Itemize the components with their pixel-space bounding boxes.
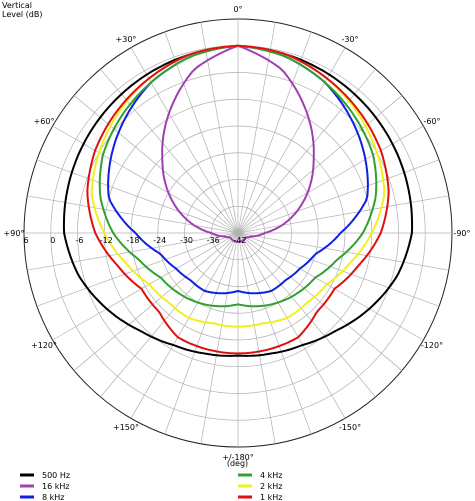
grid-spoke xyxy=(100,232,239,398)
angle-tick-label: -30° xyxy=(341,35,358,44)
radial-axis-label: Level (dB) xyxy=(2,10,42,19)
legend: 500 Hz 4 kHz 16 kHz 2 kHz 8 kHz 1 kHz xyxy=(20,471,282,501)
axis-title: Vertical xyxy=(2,1,32,10)
grid-spoke xyxy=(36,159,239,234)
grid-spoke xyxy=(237,232,424,341)
grid-spoke xyxy=(237,232,440,307)
grid-spoke xyxy=(200,232,239,444)
angle-tick-label: +150° xyxy=(113,423,139,432)
radial-tick-label: 0 xyxy=(50,236,55,245)
grid-spoke xyxy=(52,232,239,341)
angle-tick-label: +30° xyxy=(116,35,137,44)
angle-tick-label: +/-180° xyxy=(222,453,254,462)
radial-tick-label: -6 xyxy=(76,236,84,245)
legend-label: 16 kHz xyxy=(42,482,70,491)
grid-spoke xyxy=(237,232,403,371)
series-line xyxy=(86,44,390,355)
grid-spoke xyxy=(73,232,239,371)
grid-spoke xyxy=(237,31,312,234)
grid-spoke xyxy=(27,232,239,271)
legend-label: 500 Hz xyxy=(42,471,70,480)
series-line xyxy=(90,44,386,328)
angle-tick-label: -60° xyxy=(423,117,440,126)
angle-unit-label: (deg) xyxy=(227,459,248,468)
grid-spoke xyxy=(237,159,440,234)
radial-tick-label: -24 xyxy=(153,236,166,245)
angle-tick-label: 0° xyxy=(233,5,242,14)
grid-spoke xyxy=(237,68,376,234)
grid-spoke xyxy=(237,232,276,444)
grid-spoke xyxy=(237,232,376,398)
grid-spoke xyxy=(237,232,312,435)
axis-labels: Vertical Level (dB) (deg) 0° -30° -60° -90°… xyxy=(2,1,471,468)
grid-spoke xyxy=(237,195,449,234)
legend-label: 1 kHz xyxy=(260,493,282,501)
angle-tick-label: +120° xyxy=(31,341,57,350)
grid-spoke xyxy=(73,95,239,234)
radial-tick-label: -18 xyxy=(126,236,139,245)
grid-spoke xyxy=(130,232,239,419)
grid-spoke xyxy=(237,232,346,419)
grid-spoke xyxy=(237,22,276,234)
angle-tick-label: +60° xyxy=(34,117,55,126)
angle-tick-label: -120° xyxy=(421,341,443,350)
polar-grid xyxy=(23,18,453,448)
legend-label: 2 kHz xyxy=(260,482,282,491)
grid-spoke xyxy=(27,195,239,234)
radial-tick-label: -12 xyxy=(100,236,113,245)
legend-label: 4 kHz xyxy=(260,471,282,480)
grid-spoke xyxy=(237,232,449,271)
series-lines xyxy=(62,44,414,357)
grid-spoke xyxy=(36,232,239,307)
series-line xyxy=(62,44,414,357)
radial-tick-label: -30 xyxy=(180,236,193,245)
radial-tick-label: -36 xyxy=(207,236,220,245)
series-line xyxy=(107,44,369,295)
angle-tick-label: -150° xyxy=(339,423,361,432)
radial-tick-label: -42 xyxy=(233,236,246,245)
legend-label: 8 kHz xyxy=(42,493,64,501)
grid-spoke xyxy=(237,95,403,234)
grid-spoke xyxy=(200,22,239,234)
grid-spoke xyxy=(100,68,239,234)
series-line xyxy=(161,44,315,243)
radial-tick-label: 6 xyxy=(23,236,28,245)
angle-tick-label: +90° xyxy=(4,229,25,238)
grid-spoke xyxy=(164,232,239,435)
series-line xyxy=(98,44,378,308)
angle-tick-label: -90° xyxy=(453,229,470,238)
grid-spoke xyxy=(164,31,239,234)
